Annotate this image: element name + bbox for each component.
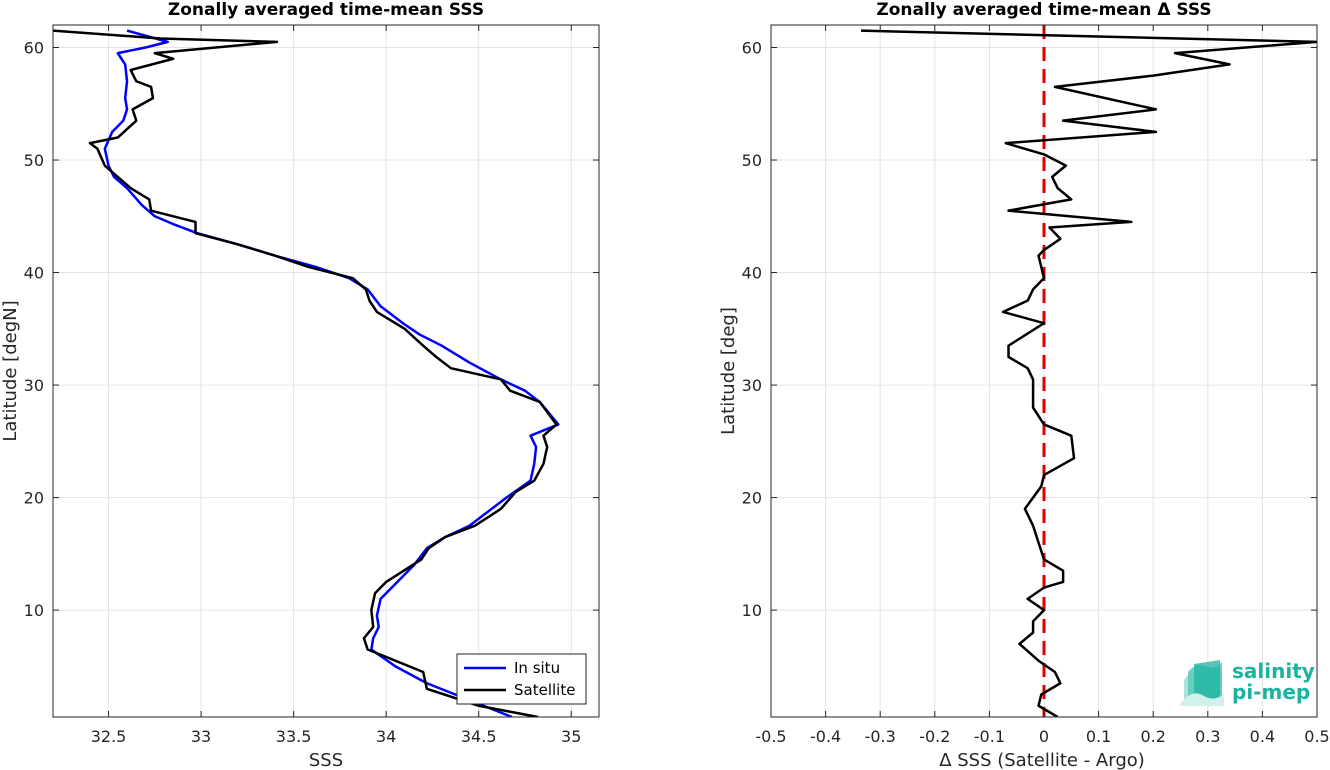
left-y-tick-label: 30 <box>24 376 44 395</box>
right-series-line-0 <box>861 29 1317 717</box>
legend-label-satellite: Satellite <box>514 681 575 699</box>
left-y-tick-label: 20 <box>24 489 44 508</box>
left-chart-panel: Zonally averaged time-mean SSS 32.5 33 33.… <box>0 0 600 770</box>
right-x-tick-label: 0.5 <box>1304 727 1329 746</box>
left-x-tick-label: 34.5 <box>461 727 497 746</box>
left-x-tick-label: 33.5 <box>276 727 312 746</box>
right-y-tick-label: 10 <box>742 601 762 620</box>
logo-text-salinity: salinity <box>1232 659 1315 683</box>
legend-box <box>456 653 587 705</box>
left-series-line-satellite <box>53 29 558 717</box>
left-x-tick-label: 34 <box>376 727 396 746</box>
left-x-tick-label: 32.5 <box>91 727 127 746</box>
left-x-axis-label: SSS <box>309 750 343 770</box>
right-x-tick-label: 0.1 <box>1086 727 1111 746</box>
left-chart-title: Zonally averaged time-mean SSS <box>168 0 484 20</box>
right-y-tick-label: 60 <box>742 39 762 58</box>
right-x-tick-label: 0.4 <box>1250 727 1275 746</box>
left-series-line-in-situ <box>103 29 560 717</box>
left-y-tick-label: 40 <box>24 264 44 283</box>
left-plot-area <box>53 25 599 717</box>
salinity-pi-mep-logo: salinity pi-mep <box>1180 659 1315 706</box>
right-y-tick-label: 30 <box>742 376 762 395</box>
left-y-tick-label: 10 <box>24 601 44 620</box>
right-y-tick-label: 40 <box>742 264 762 283</box>
right-x-tick-label: -0.4 <box>810 727 841 746</box>
right-y-tick-label: 50 <box>742 151 762 170</box>
legend-label-in-situ: In situ <box>514 659 560 677</box>
right-x-tick-label: 0.2 <box>1140 727 1165 746</box>
right-x-tick-label: -0.5 <box>755 727 786 746</box>
right-x-tick-label: -0.2 <box>919 727 950 746</box>
right-x-tick-label: 0 <box>1039 727 1049 746</box>
right-series-lines <box>861 25 1317 717</box>
right-chart-panel: Zonally averaged time-mean Δ SSS -0.5 -0.… <box>718 0 1330 770</box>
right-y-axis-label: Latitude [deg] <box>718 307 739 435</box>
left-y-tick-label: 60 <box>24 39 44 58</box>
left-x-tick-label: 35 <box>561 727 581 746</box>
right-y-tick-label: 20 <box>742 489 762 508</box>
right-ticks: -0.5 -0.4 -0.3 -0.2 -0.1 0 0.1 0.2 0.3 0.4 0.5 10 20… <box>742 25 1330 746</box>
right-chart-title: Zonally averaged time-mean Δ SSS <box>876 0 1211 20</box>
left-y-tick-label: 50 <box>24 151 44 170</box>
left-y-axis-label: Latitude [degN] <box>0 300 21 441</box>
legend: In situ Satellite <box>456 653 587 705</box>
left-x-tick-label: 33 <box>191 727 211 746</box>
left-axes-box <box>52 24 600 718</box>
wave-logo-icon <box>1180 660 1224 706</box>
right-x-tick-label: 0.3 <box>1195 727 1220 746</box>
right-x-tick-label: -0.3 <box>865 727 896 746</box>
right-x-axis-label: Δ SSS (Satellite - Argo) <box>939 750 1145 770</box>
logo-text-pi-mep: pi-mep <box>1232 680 1310 704</box>
left-ticks: 32.5 33 33.5 34 34.5 35 10 20 30 40 50 60 <box>24 25 599 746</box>
left-series-lines <box>53 29 560 717</box>
right-x-tick-label: -0.1 <box>974 727 1005 746</box>
